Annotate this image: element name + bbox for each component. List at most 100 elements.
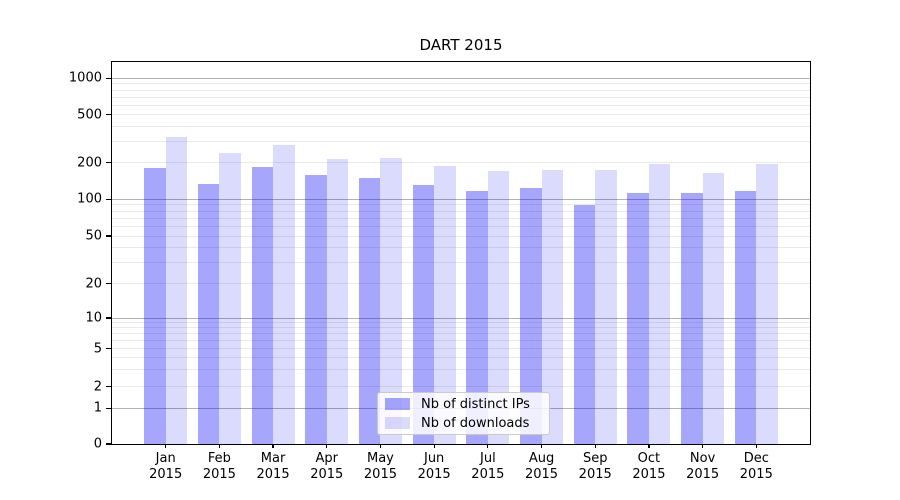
gridline-minor — [112, 369, 810, 371]
y-tick — [106, 235, 112, 237]
gridline-minor — [112, 357, 810, 359]
bar-downloads-jun — [434, 165, 456, 444]
x-tick-label: Oct 2015 — [632, 451, 666, 482]
bar-downloads-dec — [756, 163, 778, 444]
x-tick — [165, 444, 167, 448]
y-tick — [106, 317, 112, 319]
gridline-minor — [112, 83, 810, 85]
gridline-minor — [112, 162, 810, 164]
gridline-major — [112, 317, 810, 319]
bar-distinct-ips-aug — [520, 188, 542, 444]
bar-distinct-ips-nov — [681, 192, 703, 444]
chart-title: DART 2015 — [419, 36, 503, 54]
x-tick-label: Jan 2015 — [149, 451, 183, 482]
x-tick — [272, 444, 274, 448]
y-tick — [106, 198, 112, 200]
y-tick-label: 500 — [77, 107, 102, 123]
x-tick-label: Mar 2015 — [256, 451, 290, 482]
bar-downloads-sep — [595, 170, 617, 444]
plot-area: 1000 500 200 100 50 20 10 5 2 1 0 Jan 2015 Feb 2015 M… — [69, 61, 811, 482]
legend-label-distinct-ips: Nb of distinct IPs — [421, 396, 530, 412]
bar-downloads-nov — [702, 172, 725, 444]
gridline-minor — [112, 225, 810, 227]
y-tick-label: 0 — [93, 436, 102, 452]
gridline-minor — [112, 104, 810, 106]
legend-item-downloads: Nb of downloads — [385, 415, 549, 431]
bar-distinct-ips-mar — [251, 166, 274, 444]
x-tick-label: May 2015 — [363, 451, 397, 482]
x-tick-label: Apr 2015 — [310, 451, 344, 482]
y-tick — [106, 114, 112, 116]
x-tick-label: Nov 2015 — [686, 451, 720, 482]
gridline-minor — [112, 217, 810, 219]
x-tick-label: Jul 2015 — [471, 451, 505, 482]
y-tick — [106, 385, 112, 388]
y-tick-label: 5 — [93, 341, 102, 356]
bar-downloads-jul — [487, 170, 510, 444]
gridline-minor — [112, 141, 810, 143]
y-tick — [106, 162, 112, 164]
x-tick — [326, 444, 328, 448]
bar-distinct-ips-jan — [144, 168, 166, 444]
legend-item-distinct-ips: Nb of distinct IPs — [385, 396, 549, 412]
y-tick-label: 2 — [93, 379, 102, 394]
gridline-minor — [112, 327, 810, 329]
y-tick-label: 50 — [85, 228, 102, 244]
x-tick — [755, 444, 757, 448]
bar-distinct-ips-sep — [573, 204, 596, 444]
gridline-minor — [112, 204, 810, 206]
y-tick-label: 100 — [77, 191, 102, 207]
bar-downloads-aug — [541, 169, 563, 444]
gridline-minor — [112, 262, 810, 263]
y-tick — [106, 407, 112, 409]
gridline-minor — [112, 339, 810, 341]
legend-swatch-distinct-ips — [385, 398, 410, 410]
x-tick-label: Sep 2015 — [578, 451, 612, 482]
gridline-minor — [112, 96, 810, 98]
gridline-minor — [112, 89, 810, 91]
x-tick-label: Jun 2015 — [417, 451, 451, 482]
gridline-minor — [112, 114, 810, 116]
legend-swatch-downloads — [385, 417, 410, 429]
gridline-minor — [112, 348, 810, 349]
x-tick — [433, 444, 435, 448]
gridline-minor — [112, 333, 810, 335]
bar-downloads-may — [380, 158, 402, 444]
legend-label-downloads: Nb of downloads — [421, 415, 530, 431]
y-tick-label: 200 — [77, 155, 102, 171]
y-tick-label: 1 — [93, 400, 102, 416]
legend: Nb of distinct IPs Nb of downloads — [377, 392, 550, 435]
bar-downloads-oct — [648, 164, 671, 444]
x-tick — [594, 444, 596, 448]
bar-downloads-jan — [165, 136, 188, 444]
bar-distinct-ips-apr — [305, 174, 327, 444]
gridline-minor — [112, 247, 810, 249]
y-tick-label: 10 — [85, 310, 102, 326]
gridline-minor — [112, 322, 810, 324]
x-tick-label: Aug 2015 — [524, 451, 559, 482]
x-tick — [648, 444, 650, 448]
y-tick — [106, 347, 112, 350]
y-tick — [106, 282, 112, 285]
bar-distinct-ips-oct — [627, 193, 649, 444]
bar-downloads-apr — [326, 159, 349, 444]
gridline-major — [112, 198, 810, 200]
x-tick-label: Dec 2015 — [739, 451, 773, 482]
bar-downloads-mar — [273, 145, 295, 444]
y-tick-label: 20 — [85, 276, 102, 292]
y-tick — [106, 443, 112, 445]
gridline-minor — [112, 126, 810, 127]
bar-distinct-ips-dec — [734, 191, 757, 444]
gridline-minor — [112, 235, 810, 237]
x-tick — [701, 444, 704, 448]
gridline-minor — [112, 210, 810, 212]
bar-distinct-ips-jun — [412, 185, 435, 444]
x-tick-label: Feb 2015 — [202, 451, 236, 482]
gridline-major — [112, 77, 810, 79]
bar-distinct-ips-may — [358, 177, 381, 444]
bar-distinct-ips-feb — [197, 183, 220, 444]
y-tick-label: 1000 — [68, 70, 102, 86]
x-tick — [218, 444, 221, 448]
x-tick — [540, 444, 543, 448]
